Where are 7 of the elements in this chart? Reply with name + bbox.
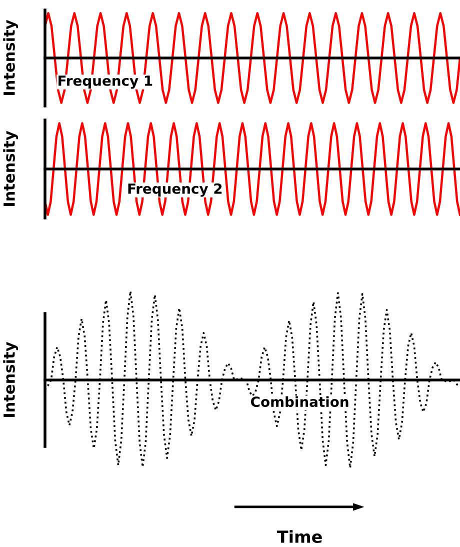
y-axis-title: Intensity bbox=[3, 130, 18, 206]
annotation: Frequency 2 bbox=[128, 183, 222, 197]
y-axis-title: Intensity bbox=[3, 342, 18, 417]
annotation: Frequency 1 bbox=[58, 76, 152, 89]
annotation: Combination bbox=[251, 396, 348, 408]
y-axis-title: Intensity bbox=[3, 20, 18, 95]
x-axis-title: Time bbox=[277, 530, 322, 543]
